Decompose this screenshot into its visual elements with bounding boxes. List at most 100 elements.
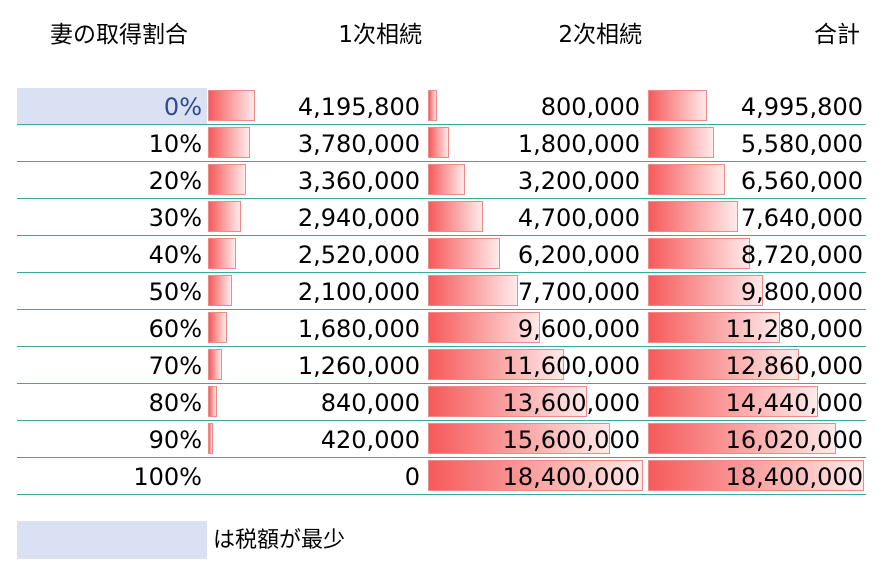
percent-value: 90%: [148, 426, 202, 454]
second-inheritance-data-bar: [428, 460, 643, 491]
first-inheritance-cell: 4,195,800: [208, 88, 423, 124]
percent-value: 30%: [148, 204, 202, 232]
second-inheritance-value: 800,000: [540, 93, 640, 121]
second-inheritance-cell: 11,600,000: [428, 347, 643, 383]
first-inheritance-cell: 2,520,000: [208, 236, 423, 272]
second-inheritance-cell: 6,200,000: [428, 236, 643, 272]
total-cell: 6,560,000: [648, 162, 866, 198]
total-data-bar: [648, 90, 707, 121]
first-inheritance-data-bar: [208, 164, 246, 195]
first-inheritance-value: 1,260,000: [297, 352, 420, 380]
header-wife-share: 妻の取得割合: [50, 22, 188, 48]
first-inheritance-value: 2,520,000: [297, 241, 420, 269]
total-cell: 11,280,000: [648, 310, 866, 346]
first-inheritance-cell: 1,680,000: [208, 310, 423, 346]
second-inheritance-cell: 15,600,000: [428, 421, 643, 457]
total-value: 14,440,000: [725, 389, 863, 417]
first-inheritance-cell: 1,260,000: [208, 347, 423, 383]
total-cell: 7,640,000: [648, 199, 866, 235]
first-inheritance-cell: 420,000: [208, 421, 423, 457]
first-inheritance-data-bar: [208, 423, 213, 454]
total-data-bar: [648, 312, 780, 343]
first-inheritance-value: 4,195,800: [297, 93, 420, 121]
second-inheritance-value: 7,700,000: [517, 278, 640, 306]
second-inheritance-data-bar: [428, 386, 587, 417]
percent-value: 10%: [148, 130, 202, 158]
header-first-inheritance: 1次相続: [338, 22, 422, 48]
percent-cell: 30%: [17, 199, 207, 235]
second-inheritance-value: 9,600,000: [517, 315, 640, 343]
percent-cell: 20%: [17, 162, 207, 198]
second-inheritance-value: 6,200,000: [517, 241, 640, 269]
second-inheritance-cell: 13,600,000: [428, 384, 643, 420]
total-cell: 12,860,000: [648, 347, 866, 383]
total-value: 4,995,800: [740, 93, 863, 121]
second-inheritance-cell: 7,700,000: [428, 273, 643, 309]
first-inheritance-cell: 2,100,000: [208, 273, 423, 309]
total-data-bar: [648, 460, 864, 491]
first-inheritance-data-bar: [208, 238, 236, 269]
second-inheritance-cell: 18,400,000: [428, 458, 643, 494]
total-cell: 18,400,000: [648, 458, 866, 494]
first-inheritance-cell: 2,940,000: [208, 199, 423, 235]
first-inheritance-value: 2,940,000: [297, 204, 420, 232]
first-inheritance-data-bar: [208, 127, 250, 158]
first-inheritance-value: 840,000: [320, 389, 420, 417]
second-inheritance-data-bar: [428, 164, 465, 195]
first-inheritance-data-bar: [208, 201, 241, 232]
total-value: 7,640,000: [740, 204, 863, 232]
first-inheritance-value: 1,680,000: [297, 315, 420, 343]
total-data-bar: [648, 238, 750, 269]
total-cell: 8,720,000: [648, 236, 866, 272]
percent-cell: 90%: [17, 421, 207, 457]
legend-text: は税額が最少: [213, 528, 346, 553]
second-inheritance-value: 4,700,000: [517, 204, 640, 232]
total-data-bar: [648, 349, 799, 380]
total-value: 12,860,000: [725, 352, 863, 380]
first-inheritance-cell: 0: [208, 458, 423, 494]
table-row: 100% 0 18,400,000 18,400,000: [17, 458, 866, 495]
total-value: 18,400,000: [725, 463, 863, 491]
table-row: 60% 1,680,000 9,600,000 11,280,000: [17, 310, 866, 347]
first-inheritance-cell: 840,000: [208, 384, 423, 420]
total-cell: 4,995,800: [648, 88, 866, 124]
second-inheritance-data-bar: [428, 201, 483, 232]
second-inheritance-value: 15,600,000: [502, 426, 640, 454]
first-inheritance-value: 420,000: [320, 426, 420, 454]
percent-value: 20%: [148, 167, 202, 195]
table-row: 40% 2,520,000 6,200,000 8,720,000: [17, 236, 866, 273]
first-inheritance-value: 3,780,000: [297, 130, 420, 158]
percent-cell: 60%: [17, 310, 207, 346]
table-row: 50% 2,100,000 7,700,000 9,800,000: [17, 273, 866, 310]
second-inheritance-data-bar: [428, 312, 540, 343]
second-inheritance-data-bar: [428, 127, 449, 158]
total-cell: 5,580,000: [648, 125, 866, 161]
first-inheritance-data-bar: [208, 312, 227, 343]
percent-cell: 70%: [17, 347, 207, 383]
header-total: 合計: [814, 22, 860, 48]
percent-value: 50%: [148, 278, 202, 306]
first-inheritance-value: 2,100,000: [297, 278, 420, 306]
total-value: 8,720,000: [740, 241, 863, 269]
second-inheritance-data-bar: [428, 238, 500, 269]
first-inheritance-data-bar: [208, 349, 222, 380]
total-value: 9,800,000: [740, 278, 863, 306]
second-inheritance-data-bar: [428, 423, 610, 454]
total-value: 11,280,000: [725, 315, 863, 343]
second-inheritance-cell: 800,000: [428, 88, 643, 124]
tax-table: 0% 4,195,800 800,000 4,995,800 10% 3,780,000 1…: [17, 88, 866, 495]
first-inheritance-value: 3,360,000: [297, 167, 420, 195]
percent-value: 80%: [148, 389, 202, 417]
first-inheritance-cell: 3,360,000: [208, 162, 423, 198]
percent-cell-minimum: 0%: [17, 88, 207, 124]
legend-swatch: [17, 521, 207, 559]
second-inheritance-cell: 1,800,000: [428, 125, 643, 161]
first-inheritance-data-bar: [208, 275, 232, 306]
total-data-bar: [648, 127, 714, 158]
table-row: 80% 840,000 13,600,000 14,440,000: [17, 384, 866, 421]
second-inheritance-value: 18,400,000: [502, 463, 640, 491]
second-inheritance-data-bar: [428, 349, 564, 380]
second-inheritance-cell: 9,600,000: [428, 310, 643, 346]
total-value: 5,580,000: [740, 130, 863, 158]
table-row: 20% 3,360,000 3,200,000 6,560,000: [17, 162, 866, 199]
